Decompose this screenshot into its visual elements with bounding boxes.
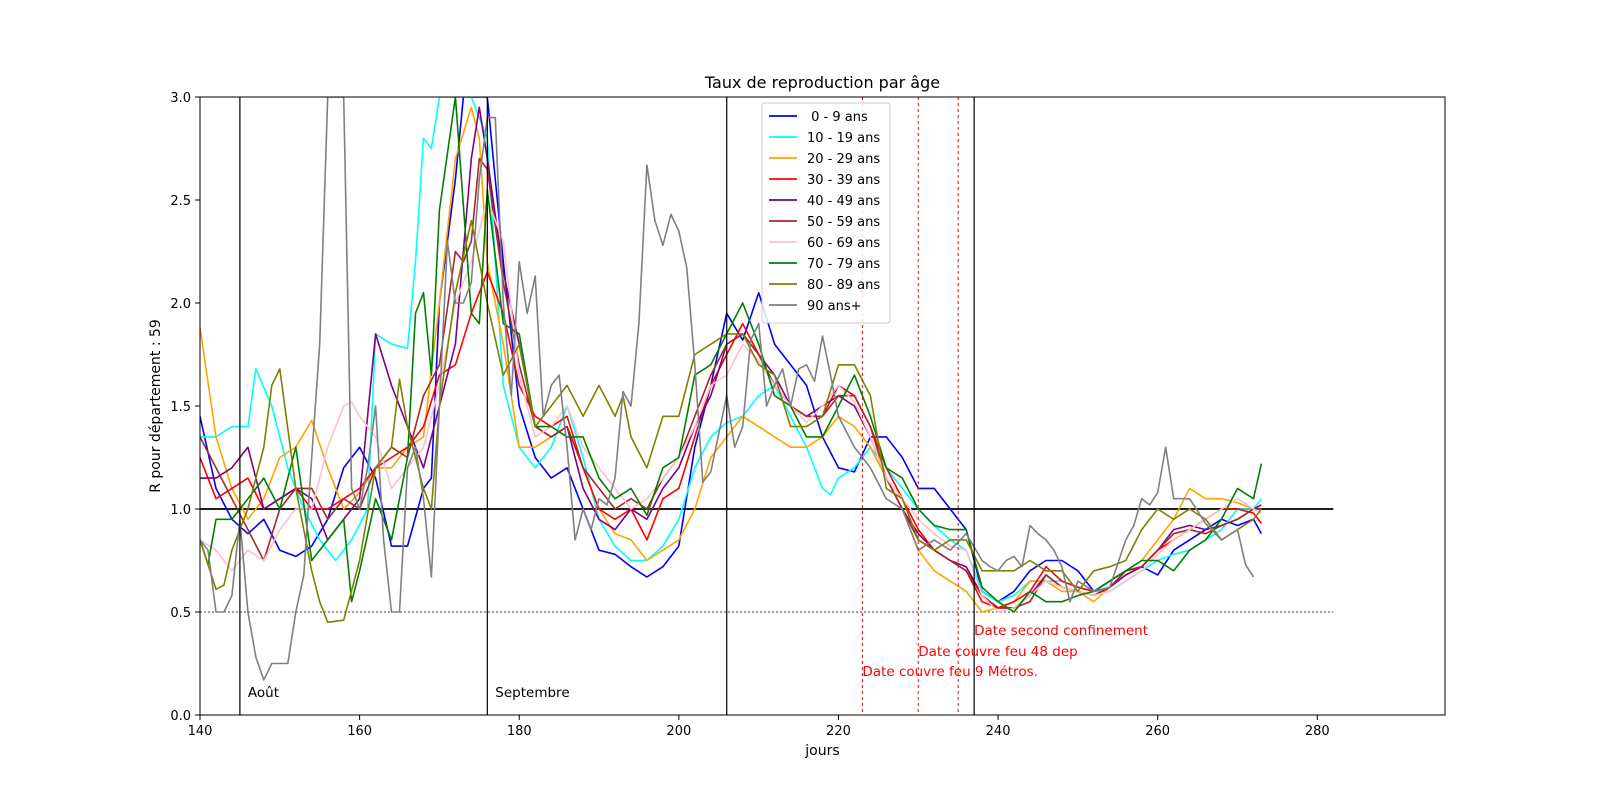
x-tick-label: 280	[1305, 724, 1330, 739]
series-lines	[200, 97, 1263, 681]
series-line	[200, 97, 1263, 613]
series-line	[200, 199, 1262, 613]
marker-annotation: Août	[248, 685, 279, 701]
legend-label: 40 - 49 ans	[807, 194, 880, 209]
legend-label: 10 - 19 ans	[807, 131, 880, 146]
reference-lines	[200, 508, 1334, 613]
series-line	[200, 271, 1263, 609]
legend-label: 70 - 79 ans	[807, 257, 880, 272]
x-tick-label: 220	[826, 724, 851, 739]
x-tick-label: 140	[188, 724, 213, 739]
legend-label: 90 ans+	[807, 299, 862, 314]
x-tick-label: 260	[1145, 724, 1170, 739]
series-line	[200, 106, 1262, 609]
x-axis-ticks: 140 160 180 200 220 240 260 280	[188, 715, 1330, 739]
marker-annotation: Date couvre feu 48 dep	[918, 644, 1077, 660]
y-tick-label: 1.0	[170, 503, 191, 518]
marker-annotation: Septembre	[495, 685, 569, 701]
y-axis-label: R pour département : 59	[148, 319, 164, 493]
x-axis-label: jours	[804, 743, 839, 759]
legend-label: 0 - 9 ans	[807, 110, 868, 125]
legend-label: 20 - 29 ans	[807, 152, 880, 167]
series-line	[200, 219, 1263, 624]
legend-label: 30 - 39 ans	[807, 173, 880, 188]
legend-label: 60 - 69 ans	[807, 236, 880, 251]
series-line	[200, 158, 1262, 609]
legend-label: 80 - 89 ans	[807, 278, 880, 293]
x-tick-label: 240	[986, 724, 1011, 739]
legend: 0 - 9 ans 10 - 19 ans 20 - 29 ans 30 - 39 a…	[761, 102, 891, 324]
chart-title: Taux de reproduction par âge	[704, 73, 940, 92]
y-axis-ticks: 0.0 0.5 1.0 1.5 2.0 2.5 3.0	[170, 91, 200, 724]
marker-annotation: Date second confinement	[974, 623, 1148, 639]
series-line	[200, 97, 1255, 681]
x-tick-label: 200	[666, 724, 691, 739]
y-tick-label: 2.0	[170, 297, 191, 312]
x-tick-label: 160	[347, 724, 372, 739]
y-tick-label: 2.5	[170, 194, 191, 209]
x-tick-label: 180	[507, 724, 532, 739]
legend-label: 50 - 59 ans	[807, 215, 880, 230]
y-tick-label: 0.0	[170, 709, 191, 724]
series-line	[200, 106, 1262, 613]
y-tick-label: 1.5	[170, 400, 191, 415]
marker-annotation: Date couvre feu 9 Métros.	[862, 664, 1038, 680]
annotations: Août Septembre Date second confinement Date…	[248, 623, 1148, 701]
y-tick-label: 3.0	[170, 91, 191, 106]
y-tick-label: 0.5	[170, 606, 191, 621]
series-line	[200, 97, 1263, 603]
